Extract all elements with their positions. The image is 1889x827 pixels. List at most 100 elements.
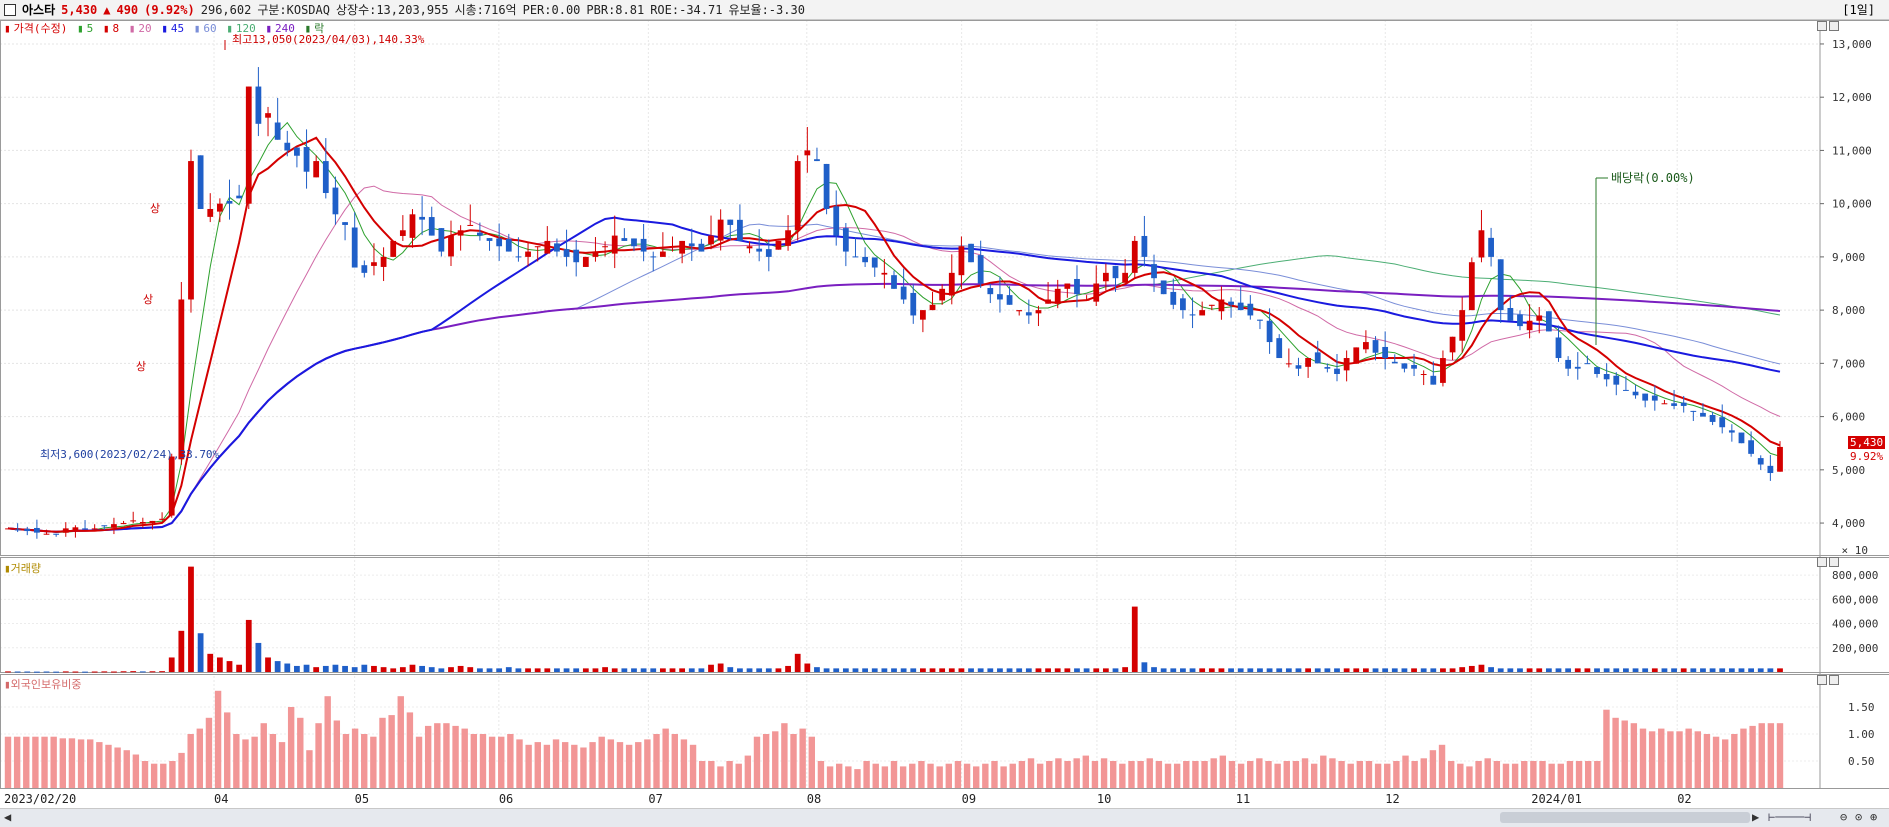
volume-bar (1479, 665, 1485, 672)
date-tick-label: 2024/01 (1531, 792, 1582, 806)
candle-body (1296, 365, 1302, 368)
stock-name[interactable]: 아스타 (22, 1, 55, 18)
volume-bar (1209, 668, 1215, 672)
volume-bar (140, 671, 146, 672)
candle-body (583, 257, 589, 267)
zoom-out-icon[interactable]: ⊖ (1840, 810, 1847, 824)
scroll-thumb[interactable] (1500, 812, 1750, 823)
scroll-bar[interactable]: ◀ ▶ ⊢────⊣ ⊖ ⊙ ⊕ (0, 808, 1889, 827)
volume-bar (1671, 668, 1677, 672)
volume-bar (727, 667, 733, 672)
volume-pane-close-icon[interactable] (1829, 557, 1839, 567)
volume-bar (15, 672, 21, 673)
volume-bar (978, 668, 984, 672)
candle-body (1142, 236, 1148, 257)
candle-body (1652, 396, 1658, 401)
foreign-pane-label[interactable]: ▮외국인보유비중 (4, 676, 81, 692)
ma8-line (8, 138, 1780, 532)
volume-bar (544, 668, 550, 672)
foreign-pane-close-icon[interactable] (1829, 675, 1839, 685)
volume-label-text: 거래량 (11, 562, 41, 575)
foreign-ratio-bar (1274, 764, 1280, 788)
volume-bar (1575, 668, 1581, 672)
legend-ma20[interactable]: 20 (138, 22, 151, 35)
candle-body (1527, 321, 1533, 330)
scroll-left-icon[interactable]: ◀ (4, 810, 11, 824)
legend-ma45[interactable]: 45 (171, 22, 184, 35)
candle-body (1748, 440, 1754, 454)
foreign-ratio-bar (315, 723, 321, 788)
legend-ma240[interactable]: 240 (275, 22, 295, 35)
candle-body (804, 150, 810, 155)
foreign-ratio-bar (306, 750, 312, 788)
foreign-ratio-bar (946, 764, 952, 788)
volume-bar (612, 668, 618, 672)
zoom-in-icon[interactable]: ⊕ (1870, 810, 1877, 824)
foreign-ratio-bar (982, 764, 988, 788)
range-slider-icon[interactable]: ⊢────⊣ (1768, 810, 1811, 824)
candle-body (15, 529, 21, 530)
candle-body (130, 520, 136, 521)
candle-body (1681, 403, 1687, 406)
volume-bar (824, 668, 830, 672)
foreign-ratio-bar (1713, 737, 1719, 788)
legend-ma60[interactable]: 60 (203, 22, 216, 35)
candle-body (727, 220, 733, 225)
legend-ma5[interactable]: 5 (87, 22, 94, 35)
candle-body (1363, 342, 1369, 349)
candle-body (1353, 347, 1359, 363)
legend-price[interactable]: 가격(수정) (14, 22, 68, 35)
foreign-pane-maximize-icon[interactable] (1817, 675, 1827, 685)
period-button[interactable]: [1일] (1842, 1, 1875, 18)
foreign-ratio-bar (1338, 761, 1344, 788)
volume-bar (718, 664, 724, 672)
pane-close-icon[interactable] (1829, 21, 1839, 31)
foreign-ratio-bar (1329, 758, 1335, 788)
candle-body (708, 236, 714, 245)
market-type: 구분:KOSDAQ (257, 1, 330, 18)
candle-body (178, 299, 184, 459)
pane-maximize-icon[interactable] (1817, 21, 1827, 31)
volume-bar (1402, 668, 1408, 672)
price-tick-label: 5,000 (1832, 464, 1865, 477)
candle-body (959, 246, 965, 275)
stock-chart[interactable]: 13,00012,00011,00010,0009,0008,0007,0006… (0, 20, 1889, 788)
volume-bar (1459, 667, 1465, 672)
candle-body (1575, 367, 1581, 369)
foreign-ratio-bar (589, 742, 595, 788)
volume-bar (737, 668, 743, 672)
foreign-ratio-bar (927, 764, 933, 788)
select-checkbox[interactable] (4, 4, 16, 16)
candle-body (1334, 369, 1340, 374)
legend-ma120[interactable]: 120 (236, 22, 256, 35)
candle-body (631, 238, 637, 246)
zoom-reset-icon[interactable]: ⊙ (1855, 810, 1862, 824)
foreign-ratio-bar (845, 766, 851, 788)
candle-body (63, 528, 69, 532)
volume-pane-maximize-icon[interactable] (1817, 557, 1827, 567)
foreign-ratio-bar (261, 723, 267, 788)
candle-body (689, 243, 695, 246)
foreign-ratio-bar (361, 734, 367, 788)
foreign-ratio-bar (1293, 761, 1299, 788)
candle-body (766, 249, 772, 257)
candle-body (1623, 390, 1629, 391)
foreign-ratio-bar (964, 764, 970, 788)
foreign-ratio-bar (635, 742, 641, 788)
volume-bar (987, 668, 993, 672)
candle-body (227, 201, 233, 204)
foreign-ratio-bar (1119, 764, 1125, 788)
foreign-ratio-bar (1622, 721, 1628, 789)
foreign-ratio-bar (197, 729, 203, 788)
foreign-ratio-bar (1658, 729, 1664, 788)
volume-bar (997, 668, 1003, 672)
legend-fall[interactable]: 락 (314, 22, 324, 35)
candle-body (1565, 360, 1571, 369)
volume-bar (1276, 668, 1282, 672)
scroll-right-icon[interactable]: ▶ (1752, 810, 1759, 824)
volume-bar (1142, 662, 1148, 672)
volume-pane-label[interactable]: ▮거래량 (4, 560, 41, 576)
candle-body (1267, 321, 1273, 342)
foreign-ratio-bar (681, 739, 687, 788)
legend-ma8[interactable]: 8 (112, 22, 119, 35)
